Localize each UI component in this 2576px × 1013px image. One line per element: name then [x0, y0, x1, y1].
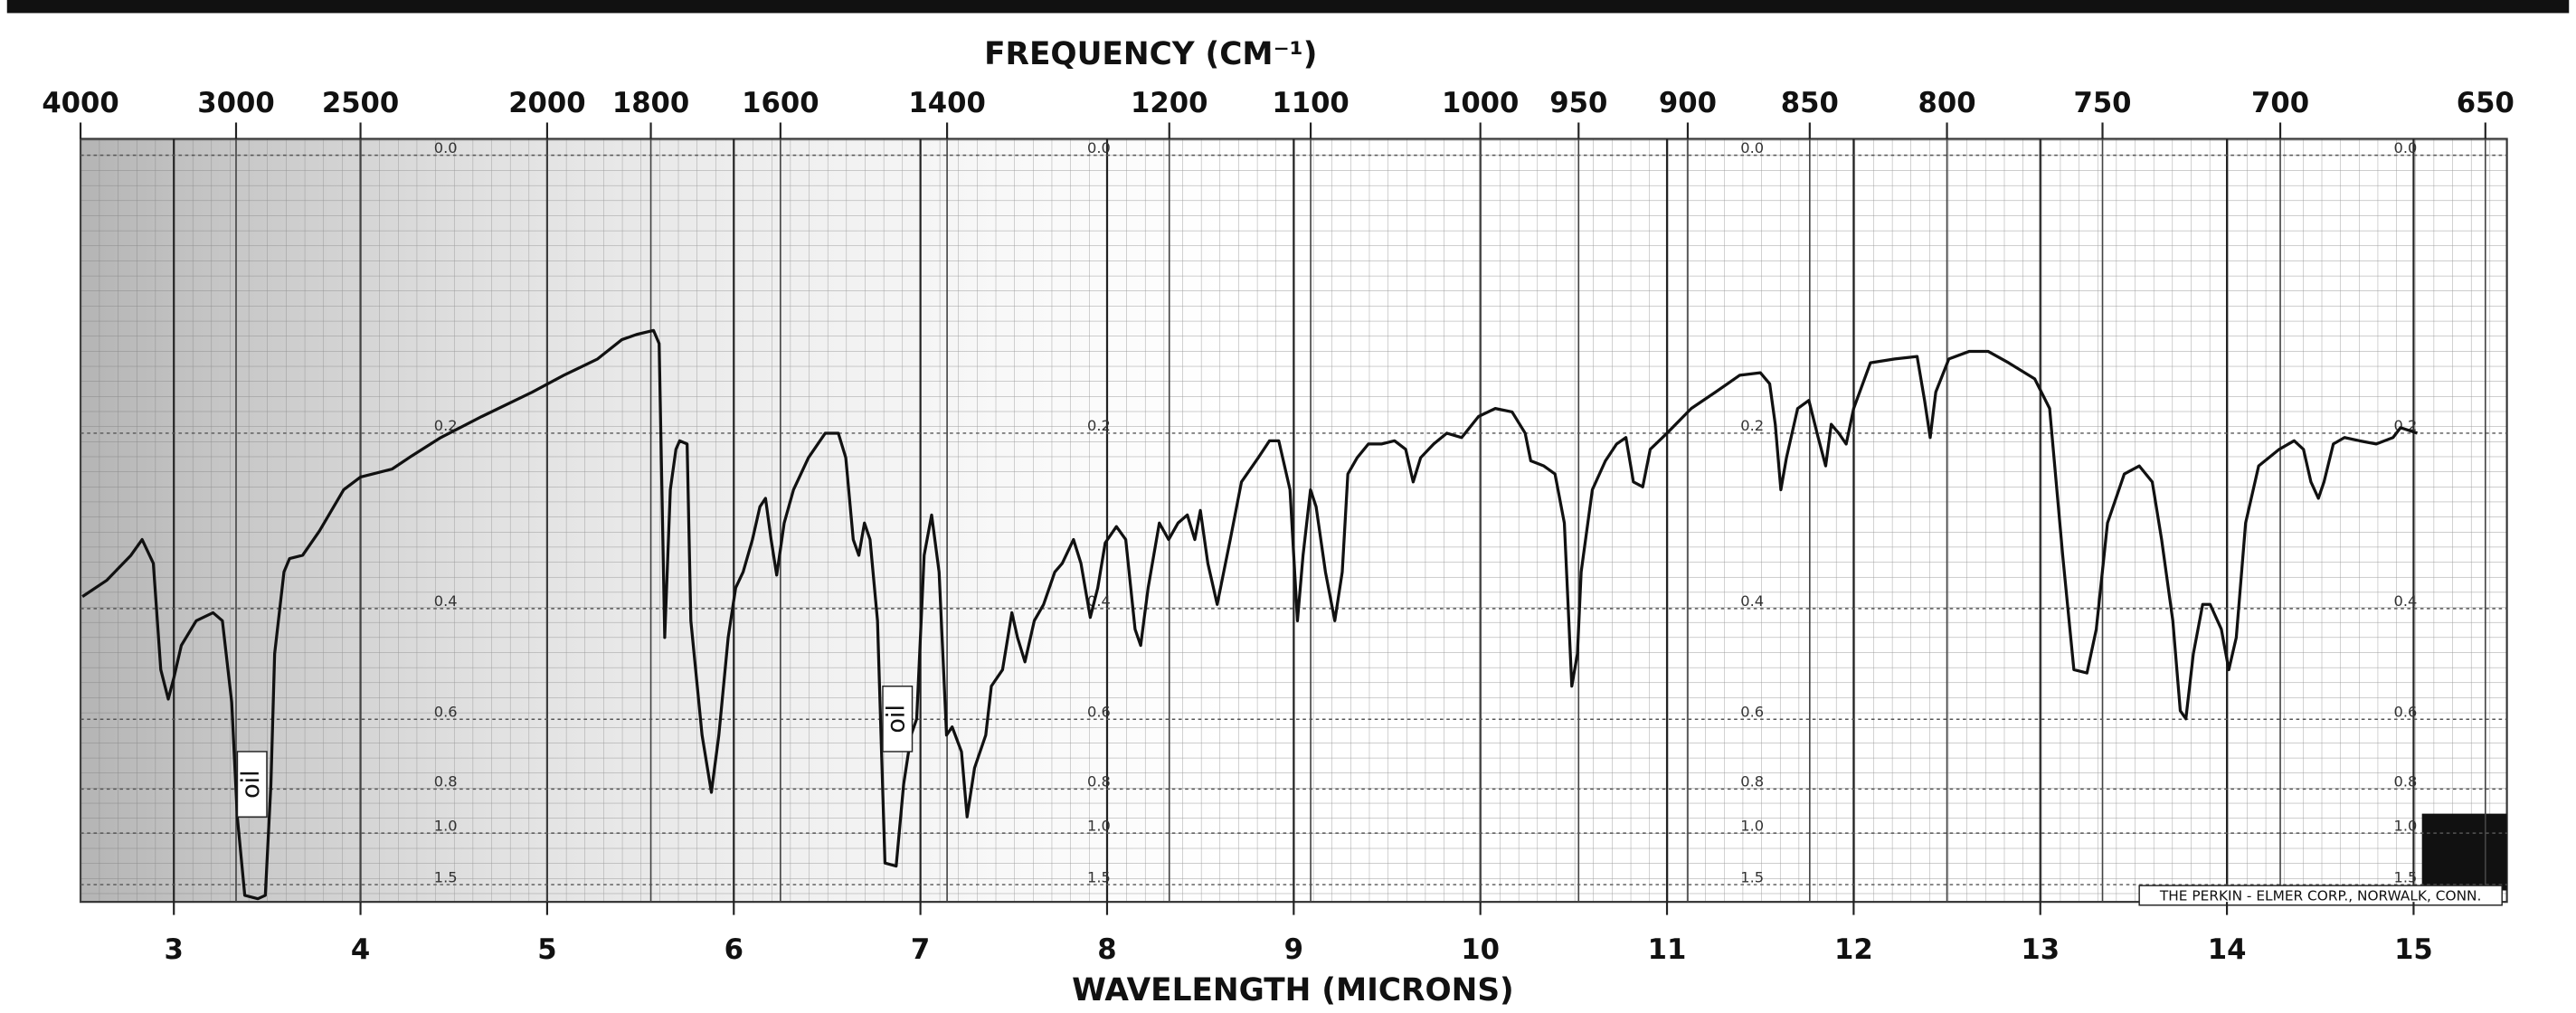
x-tick-label: 9 — [1284, 934, 1303, 966]
x-tick-label: 10 — [1461, 934, 1500, 966]
x-tick-label: 12 — [1834, 934, 1873, 966]
y-tick-label: 0.2 — [1087, 417, 1111, 434]
x2-tick-label: 1600 — [742, 88, 819, 119]
x-tick-label: 11 — [1648, 934, 1687, 966]
x2-tick-label: 900 — [1659, 88, 1717, 119]
x2-tick-label: 1000 — [1442, 88, 1519, 119]
x2-tick-label: 850 — [1781, 88, 1839, 119]
x-axis-title: WAVELENGTH (MICRONS) — [1072, 972, 1514, 1008]
y-tick-label: 1.5 — [1740, 868, 1764, 885]
x2-tick-label: 700 — [2251, 88, 2309, 119]
x2-tick-label: 4000 — [42, 88, 118, 119]
annotation: oil — [883, 705, 911, 734]
calibration-block — [2421, 813, 2507, 891]
annotation-box — [882, 685, 914, 753]
x2-axis-title: FREQUENCY (CM⁻¹) — [984, 36, 1317, 72]
spectrum-line — [81, 328, 2419, 901]
x2-tick-label: 950 — [1549, 88, 1607, 119]
x-tick-label: 6 — [724, 934, 743, 966]
footer-box — [2138, 885, 2503, 906]
x2-tick-label: 750 — [2073, 88, 2131, 119]
x-tick-label: 7 — [911, 934, 930, 966]
scan-edge — [6, 0, 2570, 14]
y-tick-label: 0.4 — [1740, 592, 1764, 610]
x2-tick-label: 1800 — [612, 88, 689, 119]
y-tick-label: 0.0 — [1740, 139, 1764, 156]
x-tick-label: 8 — [1097, 934, 1116, 966]
y-tick-label: 0.2 — [1740, 417, 1764, 434]
x-tick-label: 14 — [2208, 934, 2247, 966]
y-tick-label: 1.5 — [1087, 868, 1111, 885]
y-tick-label: 0.0 — [2393, 139, 2417, 156]
y-tick-label: 0.0 — [1087, 139, 1111, 156]
y-tick-label: 0.4 — [2393, 592, 2417, 610]
x2-tick-label: 2000 — [508, 88, 585, 119]
x-tick-label: 4 — [351, 934, 370, 966]
x-tick-label: 15 — [2394, 934, 2433, 966]
footer: THE PERKIN - ELMER CORP., NORWALK, CONN. — [2159, 887, 2482, 904]
annotation: oil — [237, 770, 265, 799]
x-tick-label: 13 — [2021, 934, 2060, 966]
y-tick-label: 0.6 — [1740, 703, 1764, 720]
x2-tick-label: 1200 — [1131, 88, 1208, 119]
y-tick-label: 1.5 — [2393, 868, 2417, 885]
x2-tick-label: 800 — [1918, 88, 1976, 119]
y-tick-label: 1.0 — [2393, 817, 2417, 834]
y-tick-label: 0.4 — [434, 592, 458, 610]
x-tick-label: 5 — [537, 934, 556, 966]
x2-tick-label: 650 — [2457, 88, 2514, 119]
y-tick-label: 0.8 — [434, 773, 458, 791]
y-tick-label: 0.6 — [1087, 703, 1111, 720]
y-tick-label: 0.2 — [434, 417, 458, 434]
y-tick-label: 0.0 — [434, 139, 458, 156]
x2-tick-label: 3000 — [197, 88, 274, 119]
y-tick-label: 1.0 — [1087, 817, 1111, 834]
y-tick-label: 0.6 — [2393, 703, 2417, 720]
x2-tick-label: 1400 — [908, 88, 985, 119]
y-tick-label: 1.0 — [1740, 817, 1764, 834]
annotation-box — [236, 751, 268, 818]
y-tick-label: 0.4 — [1087, 592, 1111, 610]
x2-tick-label: 1100 — [1272, 88, 1349, 119]
y-tick-label: 1.5 — [434, 868, 458, 885]
x2-tick-label: 2500 — [322, 88, 399, 119]
y-tick-label: 0.8 — [1740, 773, 1764, 791]
y-tick-label: 1.0 — [434, 817, 458, 834]
y-tick-label: 0.8 — [2393, 773, 2417, 791]
x-tick-label: 3 — [165, 934, 184, 966]
y-tick-label: 0.8 — [1087, 773, 1111, 791]
y-tick-label: 0.6 — [434, 703, 458, 720]
